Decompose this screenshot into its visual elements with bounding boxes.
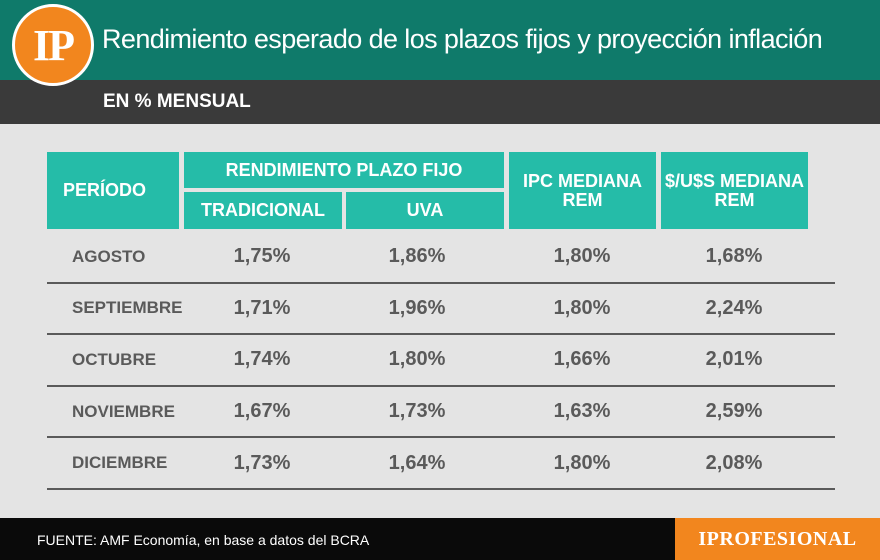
column-header-periodo: PERÍODO [47, 152, 179, 229]
title-banner [0, 0, 880, 80]
cell-ipc: 1,80% [553, 296, 611, 319]
source-note: FUENTE: AMF Economía, en base a datos de… [37, 532, 370, 548]
data-table: AGOSTO 1,75% 1,86% 1,80% 1,68% SEPTIEMBR… [47, 232, 835, 490]
table-row: OCTUBRE 1,74% 1,80% 1,66% 2,01% [47, 335, 835, 387]
column-header-tradicional: TRADICIONAL [184, 192, 342, 229]
cell-ipc: 1,80% [553, 245, 611, 268]
cell-tradicional: 1,67% [233, 400, 291, 423]
table-row: AGOSTO 1,75% 1,86% 1,80% 1,68% [47, 232, 835, 284]
page-subtitle: EN % MENSUAL [103, 91, 251, 112]
cell-uva: 1,64% [388, 451, 446, 474]
cell-usd: 2,08% [705, 451, 763, 474]
cell-tradicional: 1,73% [233, 451, 291, 474]
column-group-header-rendimiento: RENDIMIENTO PLAZO FIJO [184, 152, 504, 188]
cell-uva: 1,96% [388, 296, 446, 319]
cell-periodo: OCTUBRE [72, 349, 157, 369]
cell-periodo: SEPTIEMBRE [72, 298, 183, 318]
cell-ipc: 1,66% [553, 348, 611, 371]
table-row: SEPTIEMBRE 1,71% 1,96% 1,80% 2,24% [47, 284, 835, 336]
cell-uva: 1,73% [388, 400, 446, 423]
column-header-usd: $/U$S MEDIANA REM [661, 152, 808, 229]
column-header-ipc: IPC MEDIANA REM [509, 152, 656, 229]
page-title: Rendimiento esperado de los plazos fijos… [102, 24, 823, 54]
cell-ipc: 1,80% [553, 451, 611, 474]
cell-periodo: DICIEMBRE [72, 453, 168, 473]
cell-usd: 2,59% [705, 400, 763, 423]
table-row: NOVIEMBRE 1,67% 1,73% 1,63% 2,59% [47, 387, 835, 439]
subtitle-banner [0, 80, 880, 124]
cell-usd: 2,01% [705, 348, 763, 371]
cell-tradicional: 1,75% [233, 245, 291, 268]
table-row: DICIEMBRE 1,73% 1,64% 1,80% 2,08% [47, 438, 835, 490]
cell-periodo: AGOSTO [72, 246, 146, 266]
cell-uva: 1,80% [388, 348, 446, 371]
cell-ipc: 1,63% [553, 400, 611, 423]
cell-uva: 1,86% [388, 245, 446, 268]
column-header-uva: UVA [346, 192, 504, 229]
column-header-usd-label: $/U$S MEDIANA REM [664, 170, 805, 210]
cell-usd: 1,68% [705, 245, 763, 268]
cell-usd: 2,24% [705, 296, 763, 319]
brand-logo: IPROFESIONAL [675, 518, 880, 560]
cell-tradicional: 1,74% [233, 348, 291, 371]
cell-periodo: NOVIEMBRE [72, 401, 175, 421]
cell-tradicional: 1,71% [233, 296, 291, 319]
column-header-ipc-label: IPC MEDIANA REM [522, 170, 642, 210]
iprofesional-logo: IP [12, 4, 94, 86]
